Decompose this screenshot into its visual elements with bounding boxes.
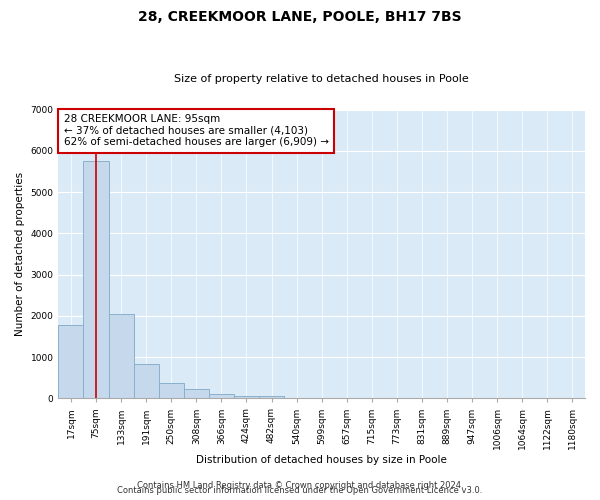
Bar: [83, 162, 109, 398]
Bar: [209, 394, 234, 398]
Text: 28 CREEKMOOR LANE: 95sqm
← 37% of detached houses are smaller (4,103)
62% of sem: 28 CREEKMOOR LANE: 95sqm ← 37% of detach…: [64, 114, 329, 148]
Title: Size of property relative to detached houses in Poole: Size of property relative to detached ho…: [175, 74, 469, 84]
Bar: [159, 383, 184, 398]
Text: Contains public sector information licensed under the Open Government Licence v3: Contains public sector information licen…: [118, 486, 482, 495]
Bar: [58, 325, 83, 398]
Text: Contains HM Land Registry data © Crown copyright and database right 2024.: Contains HM Land Registry data © Crown c…: [137, 481, 463, 490]
X-axis label: Distribution of detached houses by size in Poole: Distribution of detached houses by size …: [196, 455, 447, 465]
Text: 28, CREEKMOOR LANE, POOLE, BH17 7BS: 28, CREEKMOOR LANE, POOLE, BH17 7BS: [138, 10, 462, 24]
Bar: [184, 389, 209, 398]
Bar: [134, 364, 159, 398]
Bar: [259, 396, 284, 398]
Bar: [234, 396, 259, 398]
Bar: [109, 314, 134, 398]
Y-axis label: Number of detached properties: Number of detached properties: [15, 172, 25, 336]
